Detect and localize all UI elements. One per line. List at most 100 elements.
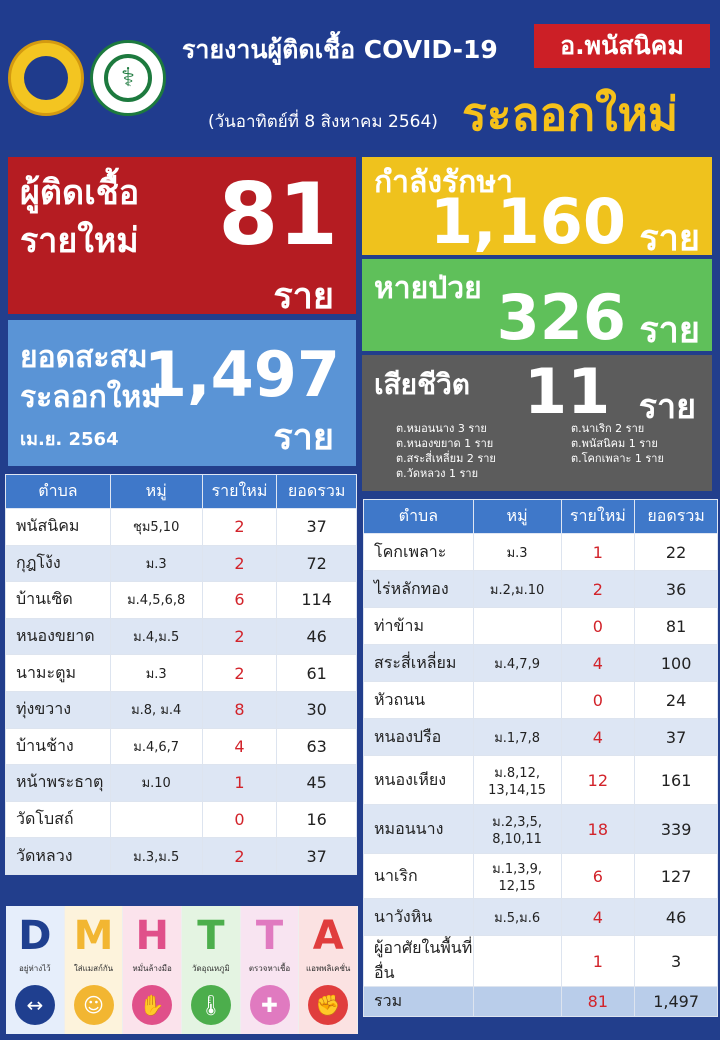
total-cases-cell: 72 (276, 544, 357, 583)
measure-card: D อยู่ห่างไว้ ↔ (6, 906, 65, 1034)
new-cases-cell: 2 (560, 570, 636, 608)
table-row: บ้านช้าง ม.4,6,7 4 63 (5, 727, 357, 766)
moo-cell (472, 681, 562, 719)
col-header-moo: หมู่ (109, 474, 203, 509)
tambon-cell: นาวังหิน (363, 898, 474, 936)
measure-text: อยู่ห่างไว้ (18, 964, 51, 973)
total-new-cell: 81 (560, 986, 636, 1017)
deaths-unit: ราย (638, 387, 696, 427)
new-cases-cell: 12 (560, 755, 636, 805)
total-cases-cell: 30 (276, 690, 357, 729)
measure-text: ตรวจหาเชื้อ (248, 964, 291, 973)
new-cases-cell: 6 (560, 853, 636, 899)
new-cases-cell: 8 (201, 690, 278, 729)
tambon-cell: นามะตูม (5, 654, 111, 692)
new-cases-label: ผู้ติดเชื้อ รายใหม่ (20, 169, 139, 265)
tambon-cell: วัดหลวง (5, 837, 111, 875)
recovered-label: หายป่วย (374, 271, 482, 306)
total-cases-cell: 100 (634, 644, 718, 682)
moo-cell: ม.8, ม.4 (109, 690, 203, 729)
deaths-breakdown-list: ต.หมอนนาง 3 ราย ต.นาเริก 2 ราย ต.หนองขยาด … (396, 421, 696, 481)
district-badge: อ.พนัสนิคม (534, 24, 710, 68)
dmhtta-measures-panel: D อยู่ห่างไว้ ↔ M ใส่แมสก์กัน ☺ H หมั่นล้างมือ ✋… (6, 906, 359, 1034)
total-cases-cell: 61 (276, 654, 357, 692)
death-list-item: ต.หมอนนาง 3 ราย (396, 422, 487, 435)
col-header-tambon: ตำบล (363, 499, 474, 534)
measure-card: M ใส่แมสก์กัน ☺ (64, 906, 124, 1034)
table-row: ผู้อาศัยในพื้นที่อื่น 1 3 (363, 935, 718, 987)
table-row: วัดหลวง ม.3,ม.5 2 37 (5, 837, 357, 875)
tambon-cell: หนองเหียง (363, 755, 474, 805)
moo-cell: ม.3 (472, 533, 562, 571)
tambon-cell: สระสี่เหลี่ยม (363, 644, 474, 682)
moo-cell: ม.3 (109, 544, 203, 583)
new-cases-unit: ราย (273, 276, 334, 317)
recovered-unit: ราย (639, 310, 700, 351)
total-cases-cell: 45 (276, 764, 357, 802)
moo-cell: ม.10 (109, 764, 203, 802)
death-list-item: ต.วัดหลวง 1 ราย (396, 467, 479, 480)
moo-cell: ม.1,7,8 (472, 718, 562, 756)
measure-letter: M (73, 913, 114, 959)
table-row: พนัสนิคม ชุม5,10 2 37 (5, 508, 357, 546)
tambon-cell: กุฎโง้ง (5, 544, 111, 583)
treating-label: กำลังรักษา (374, 165, 513, 200)
tambon-cell: หนองขยาด (5, 617, 111, 656)
total-cases-cell: 22 (634, 533, 718, 571)
measure-text: วัดอุณหภูมิ (191, 964, 230, 973)
table-row: นามะตูม ม.3 2 61 (5, 654, 357, 692)
table-row: สระสี่เหลี่ยม ม.4,7,9 4 100 (363, 644, 718, 682)
moo-cell: ม.4,ม.5 (109, 617, 203, 656)
measure-letter: D (18, 913, 52, 959)
new-cases-cell: 1 (201, 764, 278, 802)
new-cases-cell: 2 (201, 617, 278, 656)
tambon-cell: ผู้อาศัยในพื้นที่อื่น (363, 935, 474, 987)
tambon-cell: บ้านเซิด (5, 581, 111, 619)
new-cases-label-line2: รายใหม่ (20, 221, 139, 261)
total-sum-cell: 1,497 (634, 986, 718, 1017)
new-cases-cell: 2 (201, 837, 278, 875)
cumulative-box: ยอดสะสม ระลอกใหม่ เม.ย. 2564 1,497 ราย (8, 320, 356, 466)
total-cases-cell: 63 (276, 727, 357, 766)
deaths-value: 11 (524, 355, 611, 428)
moo-cell: ม.2,3,5, 8,10,11 (472, 804, 562, 854)
total-cases-cell: 24 (634, 681, 718, 719)
moo-cell: ม.2,ม.10 (472, 570, 562, 608)
measure-card: T ตรวจหาเชื้อ ✚ (240, 906, 300, 1034)
cumulative-label-line1: ยอดสะสม (20, 340, 148, 375)
table-row: หน้าพระธาตุ ม.10 1 45 (5, 764, 357, 802)
ministry-public-health-logo-icon: ⚕ (90, 40, 166, 116)
total-row: รวม 81 1,497 (363, 986, 718, 1017)
test-icon: ✚ (249, 985, 290, 1025)
tambon-cell: นาเริก (363, 853, 474, 899)
moo-cell: ม.4,6,7 (109, 727, 203, 766)
table-row: หนองปรือ ม.1,7,8 4 37 (363, 718, 718, 756)
tambon-cell: ท่าข้าม (363, 607, 474, 645)
new-cases-cell: 2 (201, 508, 278, 546)
col-header-total: ยอดรวม (634, 499, 718, 534)
moo-cell: ม.8,12, 13,14,15 (472, 755, 562, 805)
tambon-cell: ทุ่งขวาง (5, 690, 111, 729)
col-header-new: รายใหม่ (201, 474, 278, 509)
new-cases-cell: 4 (201, 727, 278, 766)
measure-text: แอพพลิเคชั่น (305, 964, 351, 973)
table-row: หนองขยาด ม.4,ม.5 2 46 (5, 617, 357, 656)
cumulative-label-line2: ระลอกใหม่ (20, 380, 161, 415)
table-row: โคกเพลาะ ม.3 1 22 (363, 533, 718, 571)
total-cases-cell: 46 (276, 617, 357, 656)
new-cases-cell: 4 (560, 644, 636, 682)
new-cases-box: ผู้ติดเชื้อ รายใหม่ 81 ราย (8, 157, 356, 317)
tambon-cell: บ้านช้าง (5, 727, 111, 766)
treating-value: 1,160 (429, 185, 626, 258)
measure-letter: H (135, 913, 169, 959)
total-cases-cell: 3 (634, 935, 718, 987)
moo-cell: ม.3,ม.5 (109, 837, 203, 875)
death-list-item: ต.โคกเพลาะ 1 ราย (571, 452, 664, 465)
total-cases-cell: 36 (634, 570, 718, 608)
new-cases-cell: 4 (560, 718, 636, 756)
deaths-label: เสียชีวิต (374, 368, 470, 401)
measure-card: A แอพพลิเคชั่น ✊ (299, 906, 359, 1034)
table-row: ท่าข้าม 0 81 (363, 607, 718, 645)
report-date: (วันอาทิตย์ที่ 8 สิงหาคม 2564) (208, 112, 438, 132)
tambon-cell: หัวถนน (363, 681, 474, 719)
